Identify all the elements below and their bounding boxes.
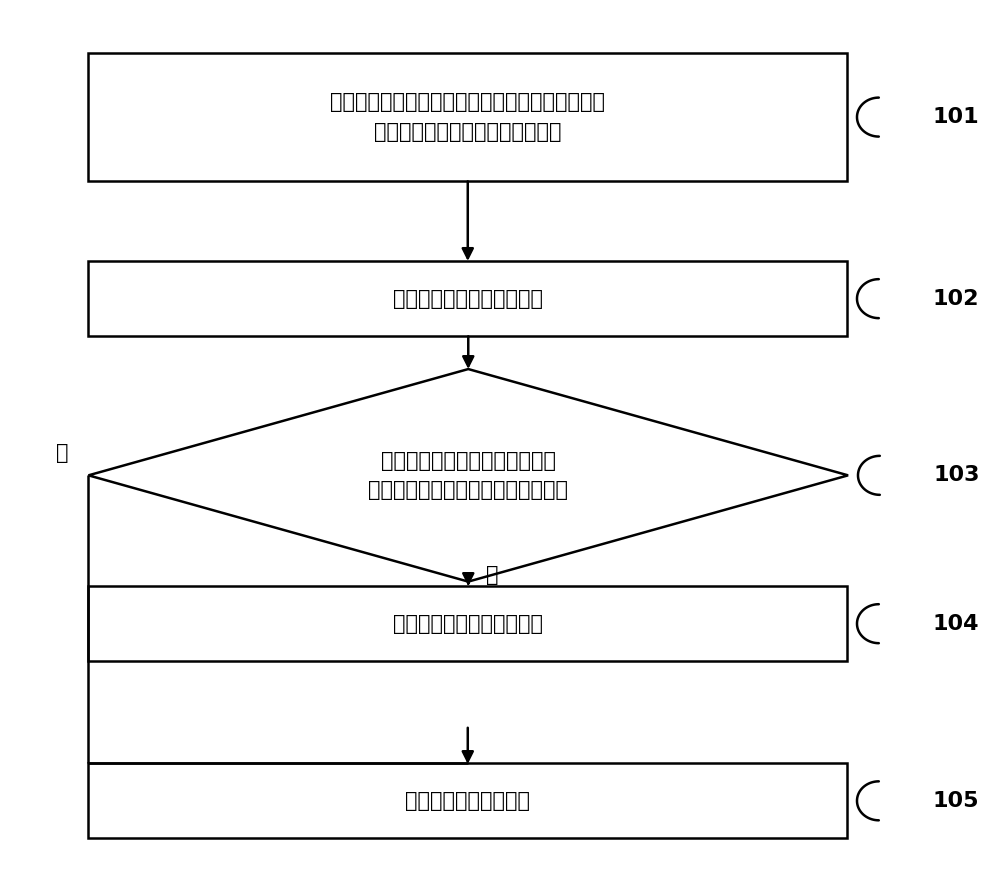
- Bar: [88, 261, 847, 336]
- Polygon shape: [88, 369, 848, 582]
- Text: 102: 102: [932, 289, 979, 308]
- Text: 拒绝执行模式切换指令: 拒绝执行模式切换指令: [405, 791, 530, 811]
- Text: 103: 103: [933, 466, 980, 485]
- Text: 105: 105: [932, 791, 979, 811]
- Text: 接收模式切换指令；其中，模式切换指令用于指示
机器人从当前模式切换至目标模式: 接收模式切换指令；其中，模式切换指令用于指示 机器人从当前模式切换至目标模式: [330, 92, 605, 142]
- Bar: [88, 53, 847, 181]
- Bar: [88, 586, 847, 662]
- Text: 101: 101: [932, 107, 979, 127]
- Text: 根据预设的模式切换关系，判断
是否允许从当前模式切换至目标模式: 根据预设的模式切换关系，判断 是否允许从当前模式切换至目标模式: [368, 451, 568, 500]
- Text: 是: 是: [486, 565, 499, 585]
- Text: 获取机器人所处的当前模式: 获取机器人所处的当前模式: [393, 289, 543, 308]
- Bar: [88, 763, 847, 839]
- Text: 从当前模式切换至目标模式: 从当前模式切换至目标模式: [393, 613, 543, 634]
- Text: 否: 否: [56, 443, 69, 463]
- Text: 104: 104: [932, 613, 979, 634]
